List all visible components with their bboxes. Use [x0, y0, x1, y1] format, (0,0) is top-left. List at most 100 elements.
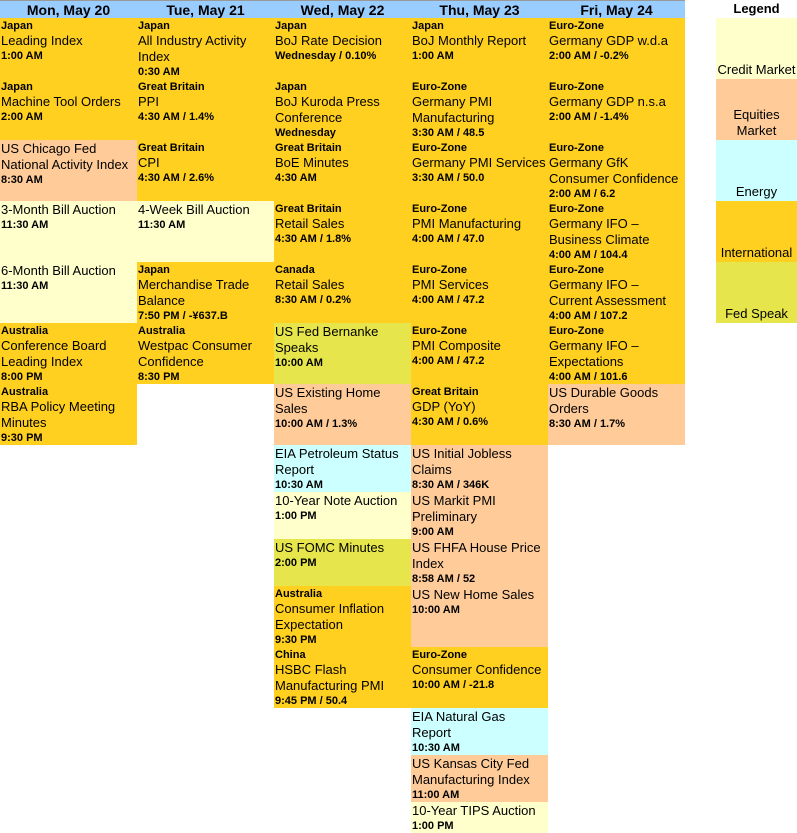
event-cell[interactable]: 4-Week Bill Auction 11:30 AM: [137, 201, 274, 262]
event-cell[interactable]: Euro-Zone Consumer Confidence 10:00 AM / -…: [411, 647, 548, 708]
event-country: Euro-Zone: [549, 20, 604, 32]
event-time: 11:30 AM: [138, 219, 186, 231]
event-time: 3:30 AM / 50.0: [412, 172, 485, 184]
event-cell[interactable]: Euro-Zone Germany IFO – Expectations 4:00 …: [548, 323, 685, 384]
event-cell[interactable]: Great Britain CPI 4:30 AM / 2.6%: [137, 140, 274, 201]
event-cell[interactable]: Great Britain GDP (YoY) 4:30 AM / 0.6%: [411, 384, 548, 445]
event-cell[interactable]: Australia Conference Board Leading Index 8…: [0, 323, 137, 384]
event-time: 11:30 AM: [1, 280, 49, 292]
event-cell[interactable]: Euro-Zone Germany GfK Consumer Confidence…: [548, 140, 685, 201]
event-title: Merchandise Trade Balance: [138, 277, 250, 308]
event-country: Japan: [138, 20, 170, 32]
event-cell[interactable]: Japan BoJ Rate Decision Wednesday / 0.10%: [274, 18, 411, 79]
event-title: PMI Composite: [412, 338, 501, 353]
event-title: US FHFA House Price Index: [412, 540, 541, 571]
event-time: 9:30 PM: [275, 634, 317, 646]
event-cell[interactable]: China HSBC Flash Manufacturing PMI 9:45 PM…: [274, 647, 411, 708]
event-time: 4:00 AM / 47.2: [412, 355, 485, 367]
event-cell[interactable]: EIA Natural Gas Report 10:30 AM: [411, 708, 548, 755]
event-cell[interactable]: 6-Month Bill Auction 11:30 AM: [0, 262, 137, 323]
event-time: 4:30 AM / 2.6%: [138, 172, 215, 184]
day-column: Wed, May 22 Japan BoJ Rate Decision Wednesd…: [274, 0, 411, 708]
event-cell[interactable]: Euro-Zone Germany GDP w.d.a 2:00 AM / -0.2…: [548, 18, 685, 79]
event-cell[interactable]: Euro-Zone PMI Manufacturing 4:00 AM / 47.0: [411, 201, 548, 262]
event-cell[interactable]: Japan All Industry Activity Index 0:30 AM: [137, 18, 274, 79]
event-cell[interactable]: Australia Consumer Inflation Expectation 9…: [274, 586, 411, 647]
event-title: Machine Tool Orders: [1, 94, 121, 109]
event-title: US Existing Home Sales: [275, 385, 381, 416]
event-cell[interactable]: US Chicago Fed National Activity Index 8:…: [0, 140, 137, 201]
event-cell[interactable]: Canada Retail Sales 8:30 AM / 0.2%: [274, 262, 411, 323]
event-cell[interactable]: Japan Machine Tool Orders 2:00 AM: [0, 79, 137, 140]
event-cell[interactable]: Euro-Zone Germany GDP n.s.a 2:00 AM / -1.4…: [548, 79, 685, 140]
event-time: 2:00 PM: [275, 557, 317, 569]
event-time: 10:30 AM: [412, 742, 460, 754]
event-cell[interactable]: Japan Leading Index 1:00 AM: [0, 18, 137, 79]
event-cell[interactable]: US Durable Goods Orders 8:30 AM / 1.7%: [548, 384, 685, 445]
event-time: 8:58 AM / 52: [412, 573, 476, 585]
event-title: RBA Policy Meeting Minutes: [1, 399, 116, 430]
event-time: 9:00 AM: [412, 526, 454, 538]
event-cell[interactable]: Euro-Zone Germany PMI Manufacturing 3:30 A…: [411, 79, 548, 140]
event-time: 4:30 AM / 0.6%: [412, 416, 489, 428]
event-time: 4:30 AM / 1.4%: [138, 111, 215, 123]
event-time: 3:30 AM / 48.5: [412, 127, 485, 139]
event-title: Retail Sales: [275, 216, 345, 231]
day-header: Thu, May 23: [411, 0, 548, 18]
event-cell[interactable]: Euro-Zone Germany IFO – Business Climate 4…: [548, 201, 685, 262]
event-cell[interactable]: US Initial Jobless Claims 8:30 AM / 346K: [411, 445, 548, 492]
event-cell[interactable]: 10-Year Note Auction 1:00 PM: [274, 492, 411, 539]
event-title: 10-Year TIPS Auction: [412, 803, 536, 818]
event-title: Consumer Inflation Expectation: [275, 601, 385, 632]
event-cell[interactable]: Japan BoJ Monthly Report 1:00 AM: [411, 18, 548, 79]
event-time: 1:00 AM: [1, 50, 43, 62]
event-title: BoE Minutes: [275, 155, 349, 170]
legend-label: Fed Speak: [725, 306, 788, 321]
event-country: Euro-Zone: [412, 81, 467, 93]
event-cell[interactable]: Japan Merchandise Trade Balance 7:50 PM / …: [137, 262, 274, 323]
event-country: Euro-Zone: [549, 81, 604, 93]
event-cell[interactable]: Euro-Zone PMI Composite 4:00 AM / 47.2: [411, 323, 548, 384]
event-cell[interactable]: Australia Westpac Consumer Confidence 8:30…: [137, 323, 274, 384]
day-header: Wed, May 22: [274, 0, 411, 18]
event-cell[interactable]: US Markit PMI Preliminary 9:00 AM: [411, 492, 548, 539]
event-time: 4:00 AM / 47.2: [412, 294, 485, 306]
event-title: Germany GfK Consumer Confidence: [549, 155, 679, 186]
event-cell[interactable]: US Fed Bernanke Speaks 10:00 AM: [274, 323, 411, 384]
event-time: 7:50 PM / -¥637.B: [138, 310, 228, 322]
event-cell[interactable]: US New Home Sales 10:00 AM: [411, 586, 548, 647]
event-cell[interactable]: Great Britain BoE Minutes 4:30 AM: [274, 140, 411, 201]
event-country: Great Britain: [138, 81, 205, 93]
event-cell[interactable]: US FHFA House Price Index 8:58 AM / 52: [411, 539, 548, 586]
event-time: 8:30 AM / 0.2%: [275, 294, 352, 306]
event-cell[interactable]: Japan BoJ Kuroda Press Conference Wednesda…: [274, 79, 411, 140]
event-time: 2:00 AM / 6.2: [549, 188, 616, 200]
event-time: Wednesday / 0.10%: [275, 50, 377, 62]
event-cell[interactable]: 3-Month Bill Auction 11:30 AM: [0, 201, 137, 262]
event-country: Euro-Zone: [412, 142, 467, 154]
event-title: US Initial Jobless Claims: [412, 446, 512, 477]
event-cell[interactable]: Great Britain Retail Sales 4:30 AM / 1.8%: [274, 201, 411, 262]
event-title: All Industry Activity Index: [138, 33, 247, 64]
event-cell[interactable]: Euro-Zone Germany IFO – Current Assessmen…: [548, 262, 685, 323]
event-time: 8:30 PM: [138, 371, 180, 383]
event-cell[interactable]: 10-Year TIPS Auction 1:00 PM: [411, 802, 548, 833]
day-header: Fri, May 24: [548, 0, 685, 18]
event-cell[interactable]: US Existing Home Sales 10:00 AM / 1.3%: [274, 384, 411, 445]
legend-label: Credit Market: [717, 62, 796, 77]
event-cell[interactable]: US Kansas City Fed Manufacturing Index 11…: [411, 755, 548, 802]
event-time: Wednesday: [275, 127, 336, 139]
event-cell[interactable]: US FOMC Minutes 2:00 PM: [274, 539, 411, 586]
event-title: BoJ Rate Decision: [275, 33, 382, 48]
event-cell[interactable]: Australia RBA Policy Meeting Minutes 9:30 …: [0, 384, 137, 445]
event-title: Germany IFO – Current Assessment: [549, 277, 667, 308]
event-cell[interactable]: Euro-Zone Germany PMI Services 3:30 AM / 5…: [411, 140, 548, 201]
event-title: EIA Natural Gas Report: [412, 709, 506, 740]
event-time: 8:30 AM / 1.7%: [549, 418, 626, 430]
event-cell[interactable]: EIA Petroleum Status Report 10:30 AM: [274, 445, 411, 492]
event-title: US New Home Sales: [412, 587, 535, 602]
legend-label: International: [720, 245, 793, 260]
event-cell[interactable]: Great Britain PPI 4:30 AM / 1.4%: [137, 79, 274, 140]
event-country: Japan: [412, 20, 444, 32]
event-cell[interactable]: Euro-Zone PMI Services 4:00 AM / 47.2: [411, 262, 548, 323]
